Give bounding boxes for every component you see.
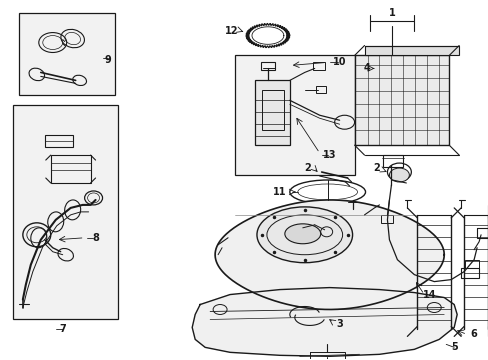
Text: 5: 5	[450, 342, 457, 352]
Bar	[51, 155, 90, 183]
Bar	[261, 62, 274, 71]
Ellipse shape	[388, 168, 408, 182]
Bar	[19, 13, 115, 95]
Text: 12: 12	[225, 26, 238, 36]
Ellipse shape	[285, 224, 320, 244]
Bar	[364, 45, 458, 55]
Polygon shape	[192, 288, 456, 356]
Text: 11: 11	[273, 187, 286, 197]
Text: 7: 7	[59, 324, 66, 334]
Bar	[254, 80, 289, 145]
Ellipse shape	[256, 207, 352, 263]
Bar	[45, 135, 73, 147]
Bar	[315, 86, 325, 93]
Bar	[354, 55, 448, 145]
Text: 3: 3	[336, 319, 342, 329]
Bar	[262, 90, 283, 130]
Text: 13: 13	[322, 150, 336, 160]
Text: 4: 4	[363, 63, 369, 73]
Bar	[464, 260, 478, 268]
Polygon shape	[215, 200, 443, 310]
Bar	[312, 62, 324, 71]
Text: 2: 2	[372, 163, 379, 173]
Text: 2: 2	[304, 163, 310, 173]
Bar	[383, 155, 403, 167]
Bar	[460, 268, 478, 278]
Text: 8: 8	[92, 233, 99, 243]
Text: 1: 1	[388, 8, 395, 18]
Text: 10: 10	[332, 58, 346, 67]
Bar	[476, 228, 488, 238]
Bar	[381, 215, 393, 223]
Bar	[235, 55, 354, 175]
Text: 6: 6	[470, 329, 476, 339]
Text: 9: 9	[104, 55, 111, 66]
Text: 14: 14	[422, 289, 435, 300]
Bar	[13, 105, 118, 319]
Bar	[309, 352, 344, 360]
